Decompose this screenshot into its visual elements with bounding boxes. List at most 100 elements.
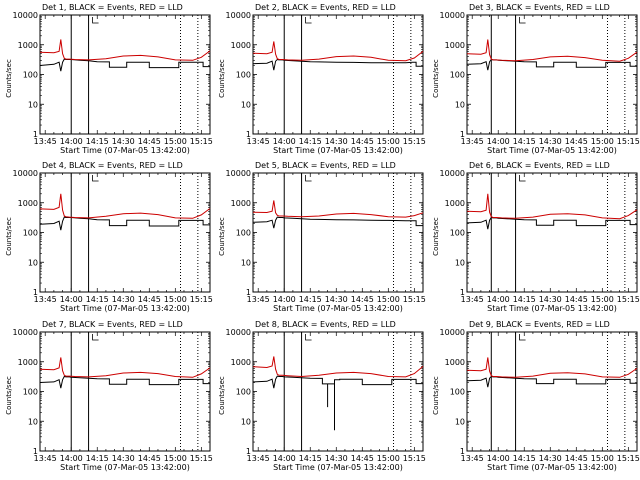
- series-line-events: [252, 58, 423, 71]
- x-tick-label: 14:00: [273, 295, 296, 304]
- x-tick-label: 14:30: [112, 454, 135, 463]
- x-axis-title: Start Time (07-Mar-05 13:42:00): [60, 146, 190, 155]
- y-tick-label: 1: [246, 447, 251, 456]
- y-axis-title: Counts/sec: [5, 59, 13, 98]
- series-line-events: [252, 216, 423, 229]
- plot-frame: [39, 331, 211, 452]
- x-axis: 13:45 14:00 14:15 14:30 14:45 15:00 15:15: [247, 332, 426, 463]
- x-tick-label: 14:15: [513, 295, 536, 304]
- x-tick-label: 14:00: [273, 137, 296, 146]
- y-tick-label: 10: [241, 417, 251, 426]
- y-tick-label: 1000: [18, 199, 38, 208]
- plot-frame: [466, 331, 638, 452]
- x-tick-label: 14:15: [86, 137, 109, 146]
- y-tick-label: 100: [236, 229, 251, 238]
- series-line-lld: [466, 193, 638, 220]
- x-axis-title: Start Time (07-Mar-05 13:42:00): [487, 304, 617, 313]
- x-tick-label: 15:15: [190, 295, 213, 304]
- x-tick-label: 14:15: [299, 295, 322, 304]
- x-tick-label: 14:00: [487, 295, 510, 304]
- y-tick-label: 100: [450, 388, 465, 397]
- y-axis: 1 10 100 1000 10000: [440, 328, 637, 456]
- x-tick-label: 14:30: [325, 137, 348, 146]
- x-axis: 13:45 14:00 14:15 14:30 14:45 15:00 15:15: [247, 15, 426, 146]
- sum-bracket-icon: [305, 175, 312, 182]
- x-tick-label: 13:45: [247, 454, 270, 463]
- y-tick-label: 10000: [226, 11, 251, 20]
- y-axis: 1 10 100 1000 10000: [13, 328, 210, 456]
- x-tick-label: 15:00: [164, 137, 187, 146]
- y-tick-label: 1: [460, 288, 465, 297]
- x-tick-label: 15:00: [377, 295, 400, 304]
- series-line-lld: [39, 357, 211, 378]
- x-tick-label: 14:15: [513, 454, 536, 463]
- y-tick-label: 10000: [226, 169, 251, 178]
- y-tick-label: 1000: [445, 41, 465, 50]
- x-tick-label: 13:45: [34, 295, 57, 304]
- sum-bracket-icon: [305, 17, 312, 24]
- y-tick-label: 10000: [13, 328, 38, 337]
- x-axis: 13:45 14:00 14:15 14:30 14:45 15:00 15:15: [247, 173, 426, 304]
- y-axis-title: Counts/sec: [432, 59, 440, 98]
- x-axis-title: Start Time (07-Mar-05 13:42:00): [60, 304, 190, 313]
- x-tick-label: 14:45: [138, 454, 161, 463]
- y-axis-title: Counts/sec: [432, 217, 440, 256]
- y-tick-label: 10000: [13, 11, 38, 20]
- y-tick-label: 10: [241, 100, 251, 109]
- x-tick-label: 14:15: [299, 137, 322, 146]
- x-tick-label: 14:45: [565, 137, 588, 146]
- y-tick-label: 1000: [445, 358, 465, 367]
- x-tick-label: 14:30: [539, 454, 562, 463]
- x-axis: 13:45 14:00 14:15 14:30 14:45 15:00 15:15: [461, 332, 640, 463]
- chart-title: Det 1, BLACK = Events, RED = LLD: [42, 3, 183, 12]
- y-tick-label: 10: [28, 258, 38, 267]
- plot-frame: [252, 172, 424, 293]
- y-tick-label: 10: [455, 417, 465, 426]
- x-tick-label: 14:00: [60, 137, 83, 146]
- series-line-events: [39, 216, 210, 231]
- y-axis: 1 10 100 1000 10000: [226, 328, 423, 456]
- x-tick-label: 15:15: [617, 137, 640, 146]
- series-line-events: [466, 58, 637, 71]
- chart-title: Det 3, BLACK = Events, RED = LLD: [469, 3, 610, 12]
- y-tick-label: 1000: [445, 199, 465, 208]
- x-tick-label: 14:30: [539, 137, 562, 146]
- x-tick-label: 13:45: [461, 454, 484, 463]
- x-tick-label: 15:00: [591, 295, 614, 304]
- y-tick-label: 10: [241, 258, 251, 267]
- x-tick-label: 14:45: [351, 137, 374, 146]
- y-axis: 1 10 100 1000 10000: [440, 169, 637, 297]
- x-tick-label: 13:45: [461, 137, 484, 146]
- sum-bracket-icon: [519, 334, 526, 341]
- x-tick-label: 14:45: [138, 137, 161, 146]
- x-tick-label: 15:15: [403, 295, 426, 304]
- x-tick-label: 14:30: [539, 295, 562, 304]
- chart-title: Det 5, BLACK = Events, RED = LLD: [255, 161, 396, 170]
- y-tick-label: 100: [23, 71, 38, 80]
- y-axis-title: Counts/sec: [5, 376, 13, 415]
- x-axis-title: Start Time (07-Mar-05 13:42:00): [273, 146, 403, 155]
- x-tick-label: 14:15: [86, 295, 109, 304]
- x-tick-label: 14:00: [60, 454, 83, 463]
- sum-bracket-icon: [92, 334, 99, 341]
- y-axis: 1 10 100 1000 10000: [226, 11, 423, 139]
- plot-frame: [252, 14, 424, 135]
- x-tick-label: 13:45: [247, 137, 270, 146]
- y-tick-label: 1000: [231, 41, 251, 50]
- y-tick-label: 10000: [440, 328, 465, 337]
- x-tick-label: 14:15: [299, 454, 322, 463]
- x-tick-label: 13:45: [461, 295, 484, 304]
- y-tick-label: 10000: [440, 11, 465, 20]
- y-axis-title: Counts/sec: [5, 217, 13, 256]
- x-tick-label: 15:15: [617, 295, 640, 304]
- sum-bracket-icon: [519, 17, 526, 24]
- x-tick-label: 14:45: [351, 454, 374, 463]
- y-axis: 1 10 100 1000 10000: [13, 11, 210, 139]
- y-tick-label: 1000: [231, 358, 251, 367]
- chart-title: Det 4, BLACK = Events, RED = LLD: [42, 161, 183, 170]
